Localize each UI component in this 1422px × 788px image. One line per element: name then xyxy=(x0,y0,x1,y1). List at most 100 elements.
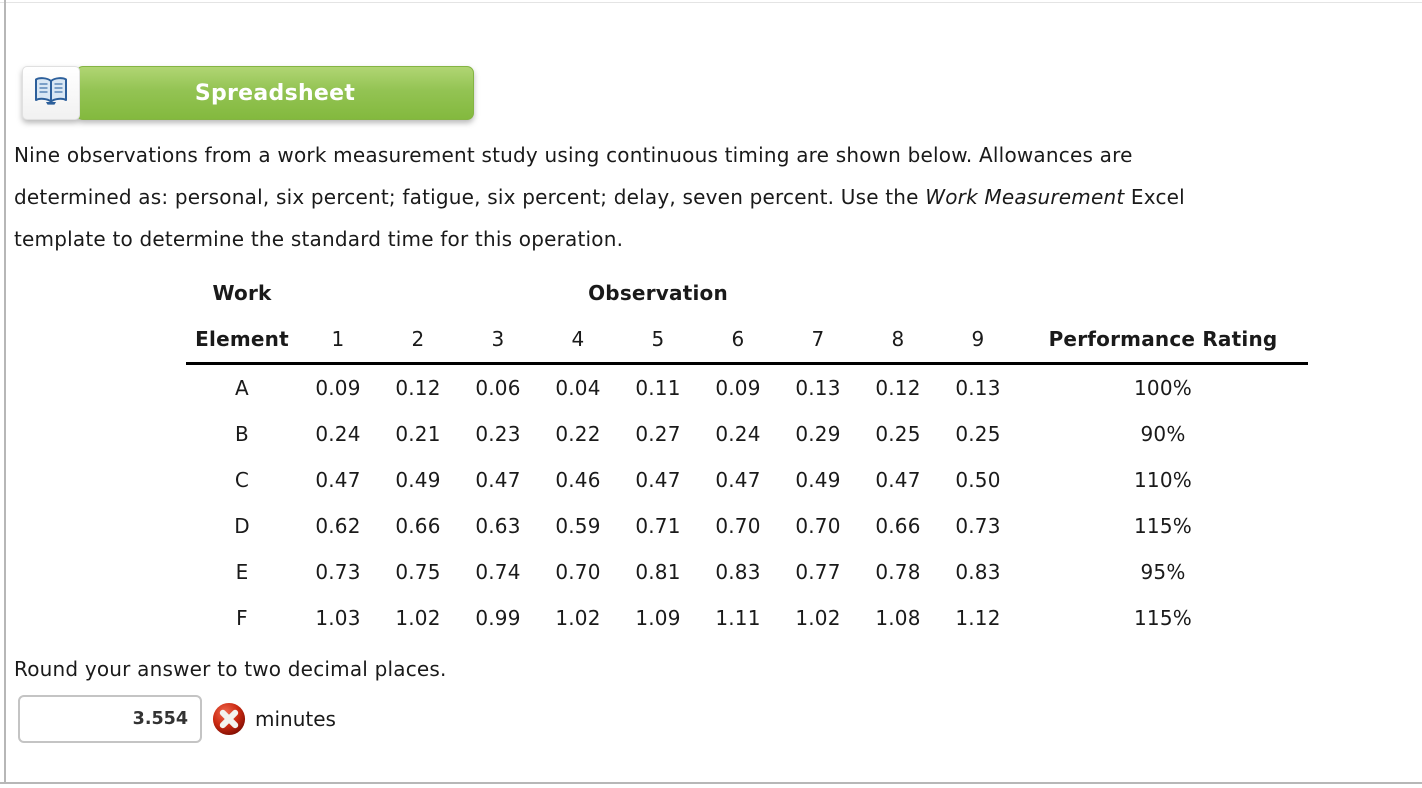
observation-value: 0.24 xyxy=(715,422,761,446)
table-row: E 0.73 0.75 0.74 0.70 0.81 0.83 0.77 0.7… xyxy=(186,549,1308,595)
observation-value: 0.23 xyxy=(475,422,521,446)
observation-value: 1.02 xyxy=(555,606,601,630)
observation-value: 0.25 xyxy=(955,422,1001,446)
question-panel: Spreadsheet Nine observations from a wor… xyxy=(14,66,1422,743)
observation-value: 1.02 xyxy=(795,606,841,630)
observation-value: 0.73 xyxy=(955,514,1001,538)
work-header: Work xyxy=(212,281,272,305)
panel-bottom-border xyxy=(0,782,1422,784)
observation-value: 0.13 xyxy=(795,376,841,400)
observations-table: Work Observation Element 1 2 3 4 5 6 7 8… xyxy=(186,270,1308,641)
answer-input[interactable] xyxy=(18,695,202,743)
observation-value: 0.29 xyxy=(795,422,841,446)
observation-value: 0.49 xyxy=(395,468,441,492)
observation-value: 0.06 xyxy=(475,376,521,400)
table-header-row: Element 1 2 3 4 5 6 7 8 9 Performance Ra… xyxy=(186,316,1308,365)
table-row: D 0.62 0.66 0.63 0.59 0.71 0.70 0.70 0.6… xyxy=(186,503,1308,549)
table-header-group-row: Work Observation xyxy=(186,270,1308,316)
open-book-icon xyxy=(34,76,68,110)
element-label: D xyxy=(234,514,250,538)
obs-col-3: 3 xyxy=(458,316,538,365)
unit-label: minutes xyxy=(255,707,336,731)
observation-value: 0.74 xyxy=(475,560,521,584)
observation-value: 0.09 xyxy=(315,376,361,400)
performance-rating-value: 110% xyxy=(1134,468,1192,492)
table-row: C 0.47 0.49 0.47 0.46 0.47 0.47 0.49 0.4… xyxy=(186,457,1308,503)
observation-value: 1.09 xyxy=(635,606,681,630)
observation-value: 0.12 xyxy=(875,376,921,400)
table-body: A 0.09 0.12 0.06 0.04 0.11 0.09 0.13 0.1… xyxy=(186,364,1308,642)
panel-left-border xyxy=(4,0,6,783)
observation-value: 0.47 xyxy=(315,468,361,492)
observation-value: 0.70 xyxy=(795,514,841,538)
question-line-3: template to determine the standard time … xyxy=(14,227,624,251)
observation-header: Observation xyxy=(588,281,728,305)
obs-col-5: 5 xyxy=(618,316,698,365)
question-line-2: determined as: personal, six percent; fa… xyxy=(14,185,1185,209)
observation-value: 0.77 xyxy=(795,560,841,584)
observation-value: 0.24 xyxy=(315,422,361,446)
observation-value: 1.03 xyxy=(315,606,361,630)
observation-value: 0.70 xyxy=(715,514,761,538)
observation-value: 0.75 xyxy=(395,560,441,584)
performance-rating-value: 90% xyxy=(1140,422,1186,446)
spreadsheet-toolbar: Spreadsheet xyxy=(22,66,482,120)
observation-value: 0.70 xyxy=(555,560,601,584)
observation-value: 0.21 xyxy=(395,422,441,446)
incorrect-icon xyxy=(212,702,246,736)
obs-col-7: 7 xyxy=(778,316,858,365)
observation-value: 0.63 xyxy=(475,514,521,538)
performance-rating-header: Performance Rating xyxy=(1018,316,1308,365)
element-label: B xyxy=(235,422,249,446)
observation-value: 0.83 xyxy=(715,560,761,584)
observation-value: 0.73 xyxy=(315,560,361,584)
observation-value: 0.47 xyxy=(635,468,681,492)
observation-value: 0.62 xyxy=(315,514,361,538)
book-icon-tile xyxy=(22,66,80,120)
observation-value: 1.08 xyxy=(875,606,921,630)
observation-value: 0.81 xyxy=(635,560,681,584)
performance-rating-value: 115% xyxy=(1134,514,1192,538)
obs-col-1: 1 xyxy=(298,316,378,365)
observation-value: 0.47 xyxy=(875,468,921,492)
panel-top-border xyxy=(0,2,1422,3)
observation-value: 0.12 xyxy=(395,376,441,400)
element-header: Element xyxy=(186,316,298,365)
italic-template-name: Work Measurement xyxy=(925,185,1125,209)
performance-rating-value: 100% xyxy=(1134,376,1192,400)
table-row: A 0.09 0.12 0.06 0.04 0.11 0.09 0.13 0.1… xyxy=(186,364,1308,412)
observation-value: 0.78 xyxy=(875,560,921,584)
obs-col-8: 8 xyxy=(858,316,938,365)
observation-value: 0.25 xyxy=(875,422,921,446)
table-row: B 0.24 0.21 0.23 0.22 0.27 0.24 0.29 0.2… xyxy=(186,411,1308,457)
observation-value: 1.12 xyxy=(955,606,1001,630)
element-label: E xyxy=(235,560,249,584)
observation-value: 0.47 xyxy=(715,468,761,492)
observation-value: 0.49 xyxy=(795,468,841,492)
question-line-1: Nine observations from a work measuremen… xyxy=(14,143,1133,167)
performance-rating-value: 95% xyxy=(1140,560,1186,584)
obs-col-9: 9 xyxy=(938,316,1018,365)
table-row: F 1.03 1.02 0.99 1.02 1.09 1.11 1.02 1.0… xyxy=(186,595,1308,641)
observation-value: 0.13 xyxy=(955,376,1001,400)
observation-value: 0.59 xyxy=(555,514,601,538)
element-label: A xyxy=(235,376,249,400)
obs-col-6: 6 xyxy=(698,316,778,365)
obs-col-2: 2 xyxy=(378,316,458,365)
observation-value: 0.27 xyxy=(635,422,681,446)
observation-value: 0.09 xyxy=(715,376,761,400)
observation-value: 0.04 xyxy=(555,376,601,400)
spreadsheet-button[interactable]: Spreadsheet xyxy=(76,66,474,120)
observation-value: 1.02 xyxy=(395,606,441,630)
observation-value: 0.83 xyxy=(955,560,1001,584)
performance-rating-value: 115% xyxy=(1134,606,1192,630)
observation-value: 1.11 xyxy=(715,606,761,630)
observation-value: 0.66 xyxy=(875,514,921,538)
question-text: Nine observations from a work measuremen… xyxy=(14,134,1422,260)
observation-value: 0.71 xyxy=(635,514,681,538)
obs-col-4: 4 xyxy=(538,316,618,365)
rounding-instruction: Round your answer to two decimal places. xyxy=(14,657,447,681)
observation-value: 0.50 xyxy=(955,468,1001,492)
observation-value: 0.46 xyxy=(555,468,601,492)
observation-value: 0.99 xyxy=(475,606,521,630)
